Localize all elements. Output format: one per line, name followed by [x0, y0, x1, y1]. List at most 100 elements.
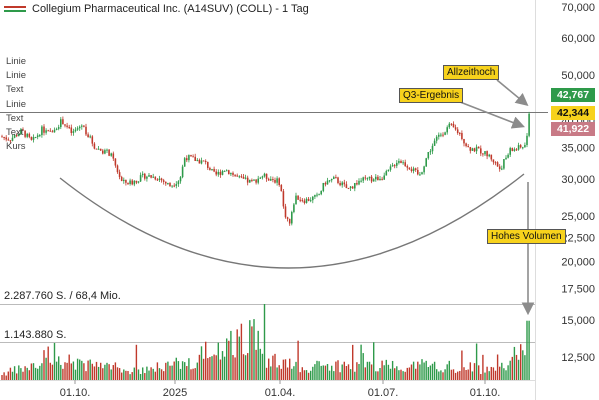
volume-bar: [364, 367, 366, 380]
volume-bar: [244, 355, 247, 380]
candle-body: [482, 153, 484, 155]
volume-bar: [259, 348, 261, 380]
volume-bar: [76, 358, 79, 380]
volume-bar: [234, 357, 236, 380]
candle-body: [64, 124, 66, 126]
candle-body: [379, 178, 381, 181]
volume-bar: [232, 355, 234, 380]
candle-body: [246, 177, 249, 183]
candle-body: [322, 182, 325, 191]
candle-body: [102, 150, 104, 154]
candle-body: [167, 183, 169, 185]
candle-body: [162, 180, 165, 182]
volume-bar: [3, 372, 5, 380]
candle-body: [507, 154, 509, 158]
candle-body: [387, 169, 390, 172]
volume-bar: [257, 330, 259, 380]
candle-body: [454, 127, 457, 130]
indicator-label[interactable]: Kurs: [6, 141, 26, 153]
candle-body: [158, 178, 161, 180]
volume-bar: [408, 367, 411, 380]
candle-body: [257, 178, 259, 183]
candle-body: [496, 162, 499, 167]
candle-body: [28, 133, 31, 137]
volume-bar: [331, 365, 333, 380]
volume-bar: [16, 373, 18, 380]
candle-body: [267, 178, 270, 181]
volume-bar: [461, 350, 463, 380]
candle-body: [202, 160, 205, 162]
volume-bar: [242, 354, 245, 380]
chart-title: Collegium Pharmaceutical Inc. (A14SUV) (…: [32, 3, 309, 15]
candle-body: [465, 143, 467, 147]
candle-body: [5, 137, 7, 140]
candle-body: [438, 134, 440, 137]
candle-body: [450, 123, 453, 125]
candle-body: [459, 132, 461, 134]
x-tick-label: 01.10.: [470, 387, 501, 399]
candle-body: [70, 127, 73, 133]
volume-bar: [433, 361, 436, 380]
candle-body: [463, 139, 465, 144]
high-volume-callout[interactable]: Hohes Volumen: [487, 229, 566, 244]
candle-body: [91, 136, 94, 144]
indicator-label[interactable]: Linie: [6, 56, 27, 67]
volume-bar: [337, 360, 339, 380]
volume-bar: [423, 362, 425, 380]
candle-body: [343, 182, 346, 185]
volume-bar: [465, 369, 467, 380]
volume-bar: [402, 371, 404, 380]
indicator-label[interactable]: Linie: [6, 70, 27, 82]
candle-body: [393, 165, 396, 167]
volume-bar: [62, 368, 64, 380]
volume-bar: [373, 342, 375, 380]
candle-body: [129, 180, 131, 184]
volume-bar: [471, 371, 474, 380]
volume-bar: [226, 338, 228, 380]
volume-bar: [93, 366, 96, 380]
candle-body: [524, 144, 526, 148]
candle-body: [194, 156, 196, 161]
candlesticks: [1, 111, 530, 226]
volume-bar: [209, 356, 211, 380]
candle-body: [34, 137, 37, 139]
candle-body: [270, 179, 272, 181]
volume-bar: [417, 361, 419, 380]
candle-body: [97, 148, 100, 150]
volume-bar: [32, 363, 35, 380]
volume-bar: [47, 346, 49, 380]
candle-body: [3, 136, 5, 138]
volume-bar: [263, 304, 266, 380]
indicator-label[interactable]: Text: [6, 127, 24, 139]
volume-bar: [469, 362, 471, 380]
volume-bar: [293, 366, 295, 380]
volume-bar: [389, 368, 392, 380]
candle-body: [41, 126, 43, 136]
candle-body: [114, 158, 117, 166]
indicator-label[interactable]: Text: [6, 112, 24, 124]
volume-bar: [144, 373, 146, 380]
volume-bar: [240, 323, 243, 380]
volume-bar: [194, 368, 196, 380]
candle-body: [251, 179, 253, 181]
volume-bar: [391, 360, 394, 380]
candle-body: [24, 130, 26, 137]
indicator-label[interactable]: Text: [6, 84, 24, 96]
all-time-high-callout[interactable]: Allzeithoch: [443, 65, 500, 80]
indicator-label[interactable]: Linie: [6, 98, 27, 110]
candle-body: [95, 148, 98, 150]
candle-body: [253, 179, 255, 181]
x-tick-label: 2025: [163, 387, 187, 399]
candle-body: [272, 179, 274, 181]
volume-bar: [280, 368, 282, 380]
volume-bar: [352, 344, 354, 380]
candle-body: [301, 199, 304, 201]
candle-body: [127, 182, 129, 184]
volume-bar: [198, 354, 201, 380]
volume-bar: [356, 362, 358, 380]
volume-bar: [169, 365, 171, 380]
ask-price-tag: 42,767: [551, 88, 595, 102]
q3-results-callout[interactable]: Q3-Ergebnis: [399, 88, 464, 103]
volume-bar: [343, 361, 345, 380]
